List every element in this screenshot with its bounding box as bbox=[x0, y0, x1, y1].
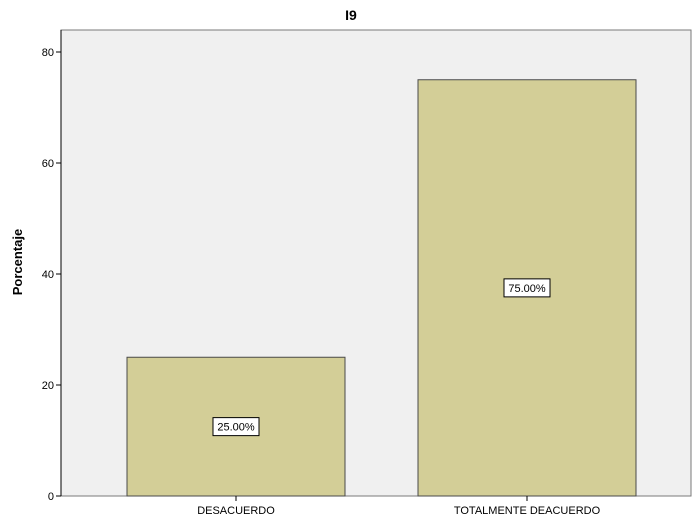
bars: 25.00% 75.00% bbox=[126, 79, 637, 497]
y-tick-label: 80 bbox=[42, 47, 54, 59]
y-axis-label: Porcentaje bbox=[10, 229, 25, 295]
data-label-box bbox=[503, 278, 551, 298]
x-category-label: TOTALMENTE DEACUERDO bbox=[454, 505, 601, 517]
x-axis-categories: DESACUERDO TOTALMENTE DEACUERDO bbox=[197, 496, 601, 517]
y-tick-label: 0 bbox=[48, 491, 54, 503]
y-tick-label: 20 bbox=[42, 380, 54, 392]
chart-title: I9 bbox=[345, 7, 357, 23]
data-label: 75.00% bbox=[508, 283, 546, 295]
x-category-label: DESACUERDO bbox=[197, 505, 275, 517]
y-tick-label: 40 bbox=[42, 269, 54, 281]
y-tick-label: 60 bbox=[42, 158, 54, 170]
y-axis-ticks: 0 20 40 60 80 bbox=[42, 47, 61, 503]
data-label: 25.00% bbox=[217, 422, 255, 434]
data-label-box bbox=[212, 417, 260, 437]
